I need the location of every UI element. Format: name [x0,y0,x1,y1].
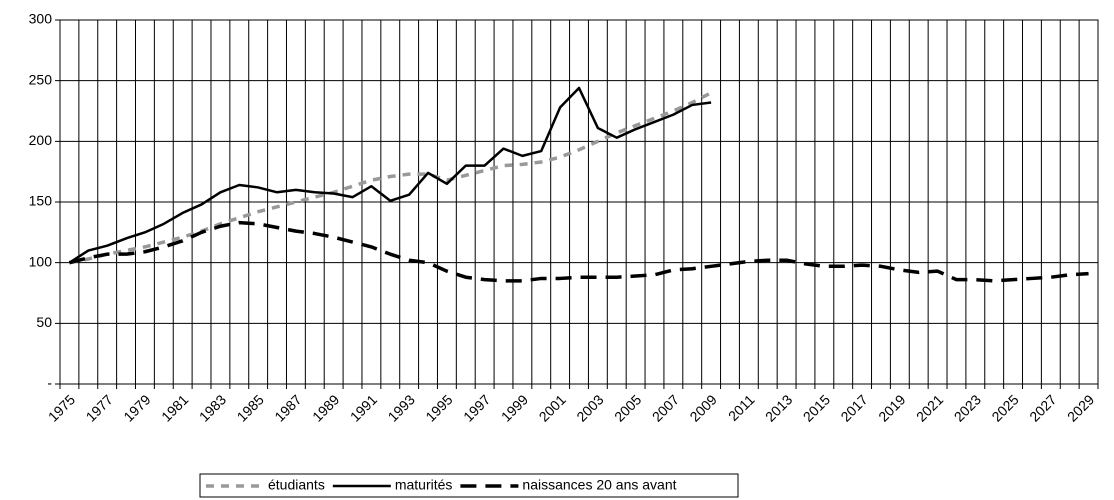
x-tick-label: 2019 [875,391,908,424]
x-tick-label: 1981 [158,391,191,424]
x-tick-label: 1991 [347,391,380,424]
x-tick-label: 1995 [422,391,455,424]
y-tick-label: 50 [36,314,52,330]
x-tick-label: 2007 [649,391,682,424]
y-tick-label: 100 [29,253,53,269]
x-tick-label: 2021 [913,391,946,424]
y-tick-label: 300 [29,11,53,27]
x-tick-label: 2011 [725,391,758,424]
y-tick-label: 250 [29,71,53,87]
x-tick-label: 1977 [83,391,116,424]
legend-label: étudiants [268,477,325,493]
series-line [68,86,712,264]
y-tick-label: - [47,375,52,391]
x-tick-label: 2015 [800,391,833,424]
y-tick-label: 200 [29,132,53,148]
x-tick-label: 1999 [498,391,531,424]
x-tick-label: 2023 [951,391,984,424]
x-tick-label: 1993 [385,391,418,424]
x-tick-label: 2029 [1064,391,1097,424]
legend: étudiants maturités naissances 20 ans avan… [199,473,739,498]
x-tick-label: 2027 [1026,391,1059,424]
x-tick-label: 2003 [573,391,606,424]
x-tick-label: 1979 [120,391,153,424]
plot-frame [59,19,1099,385]
x-tick-label: 1987 [271,391,304,424]
x-tick-label: 2001 [536,391,569,424]
x-tick-label: 1989 [309,391,342,424]
x-tick-label: 1983 [196,391,229,424]
legend-label: naissances 20 ans avant [522,477,676,493]
x-tick-label: 1975 [45,391,78,424]
x-tick-label: 1997 [460,391,493,424]
x-tick-label: 1985 [234,391,267,424]
series-line [69,91,712,265]
y-tick-label: 150 [29,193,53,209]
x-tick-label: 2005 [611,391,644,424]
x-tick-label: 2009 [687,391,720,424]
x-tick-label: 2013 [762,391,795,424]
legend-label: maturités [395,477,453,493]
x-tick-label: 2017 [837,391,870,424]
x-tick-label: 2025 [988,391,1021,424]
series-line [69,220,1089,283]
